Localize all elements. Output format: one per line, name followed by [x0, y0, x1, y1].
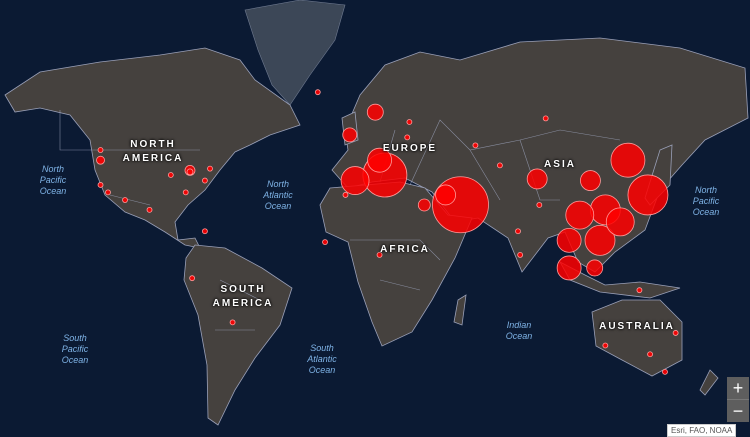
- case-marker[interactable]: [556, 227, 582, 253]
- label-line: North: [41, 164, 64, 174]
- zoom-in-button[interactable]: +: [727, 377, 749, 399]
- label-line: Indian: [506, 320, 532, 330]
- label-line: Ocean: [692, 207, 720, 217]
- case-marker[interactable]: [229, 319, 236, 326]
- case-marker[interactable]: [97, 182, 104, 188]
- new-zealand-land: [699, 369, 719, 396]
- case-marker[interactable]: [167, 172, 174, 178]
- case-marker[interactable]: [189, 275, 196, 282]
- case-marker[interactable]: [627, 174, 669, 216]
- map-attribution: Esri, FAO, NOAA: [667, 424, 737, 437]
- label-australia: AUSTRALIA: [599, 321, 675, 332]
- indonesia-land: [559, 261, 681, 299]
- madagascar-land: [453, 294, 467, 326]
- zoom-out-button[interactable]: −: [727, 399, 749, 422]
- case-marker[interactable]: [105, 189, 111, 196]
- case-marker[interactable]: [146, 206, 153, 213]
- africa-land: [319, 181, 473, 347]
- case-marker[interactable]: [556, 255, 582, 281]
- label-south-america: SOUTH AMERICA: [198, 283, 288, 311]
- north-america-land: [4, 47, 301, 249]
- case-marker[interactable]: [584, 224, 616, 256]
- case-marker[interactable]: [96, 155, 105, 165]
- label-line: NORTH: [130, 139, 176, 150]
- case-marker[interactable]: [636, 287, 643, 294]
- label-north-atlantic-ocean: North Atlantic Ocean: [253, 179, 303, 212]
- case-marker[interactable]: [186, 168, 194, 176]
- case-marker[interactable]: [605, 207, 635, 237]
- case-marker[interactable]: [647, 351, 653, 358]
- case-marker[interactable]: [565, 200, 595, 230]
- label-line: North: [266, 179, 289, 189]
- label-europe: EUROPE: [382, 143, 438, 154]
- label-line: Pacific: [61, 344, 89, 354]
- case-marker[interactable]: [417, 198, 431, 212]
- case-marker[interactable]: [586, 259, 604, 277]
- label-line: AMERICA: [212, 298, 274, 309]
- case-marker[interactable]: [536, 202, 543, 208]
- greenland: [244, 0, 346, 106]
- case-marker[interactable]: [662, 368, 668, 375]
- case-marker[interactable]: [406, 119, 413, 125]
- case-marker[interactable]: [122, 197, 128, 203]
- label-line: South: [63, 333, 87, 343]
- case-marker[interactable]: [472, 142, 479, 149]
- case-marker[interactable]: [404, 134, 411, 141]
- case-marker[interactable]: [342, 127, 358, 143]
- label-line: SOUTH: [220, 284, 266, 295]
- case-marker[interactable]: [580, 170, 601, 191]
- case-marker[interactable]: [201, 177, 208, 184]
- label-line: Pacific: [39, 175, 67, 185]
- case-marker[interactable]: [526, 168, 548, 190]
- label-south-pacific-ocean: South Pacific Ocean: [50, 333, 100, 366]
- case-marker[interactable]: [97, 147, 104, 153]
- case-marker[interactable]: [517, 252, 524, 258]
- label-line: Pacific: [692, 196, 720, 206]
- case-marker[interactable]: [201, 228, 208, 235]
- label-line: Ocean: [61, 355, 89, 365]
- label-north-america: NORTH AMERICA: [108, 138, 198, 166]
- case-markers: [96, 89, 679, 375]
- label-line: AMERICA: [122, 153, 184, 164]
- case-marker[interactable]: [322, 239, 328, 246]
- case-marker[interactable]: [182, 189, 189, 196]
- label-line: Ocean: [39, 186, 67, 196]
- case-marker[interactable]: [366, 103, 384, 121]
- label-north-pacific-ocean-east: North Pacific Ocean: [681, 185, 731, 218]
- south-america-land: [183, 244, 293, 426]
- label-line: South: [310, 343, 334, 353]
- case-marker[interactable]: [342, 192, 349, 198]
- case-marker[interactable]: [610, 142, 646, 178]
- label-south-atlantic-ocean: South Atlantic Ocean: [297, 343, 347, 376]
- case-marker[interactable]: [515, 228, 521, 235]
- case-marker[interactable]: [376, 252, 383, 258]
- case-marker[interactable]: [432, 176, 489, 234]
- label-indian-ocean: Indian Ocean: [494, 320, 544, 342]
- label-africa: AFRICA: [380, 244, 430, 255]
- case-marker[interactable]: [497, 162, 503, 169]
- label-line: Ocean: [264, 201, 292, 211]
- case-marker[interactable]: [435, 184, 456, 206]
- case-marker[interactable]: [672, 330, 679, 336]
- label-line: Ocean: [505, 331, 533, 341]
- label-line: North: [694, 185, 717, 195]
- case-marker[interactable]: [542, 115, 549, 122]
- case-marker[interactable]: [314, 89, 321, 96]
- australia-land: [591, 299, 683, 377]
- case-marker[interactable]: [367, 147, 392, 173]
- label-north-pacific-ocean-west: North Pacific Ocean: [28, 164, 78, 197]
- case-marker[interactable]: [340, 166, 370, 195]
- label-line: Atlantic: [263, 190, 293, 200]
- case-marker[interactable]: [207, 165, 213, 172]
- label-line: Atlantic: [307, 354, 337, 364]
- case-marker[interactable]: [602, 342, 609, 349]
- label-line: Ocean: [308, 365, 336, 375]
- label-asia: ASIA: [544, 159, 576, 170]
